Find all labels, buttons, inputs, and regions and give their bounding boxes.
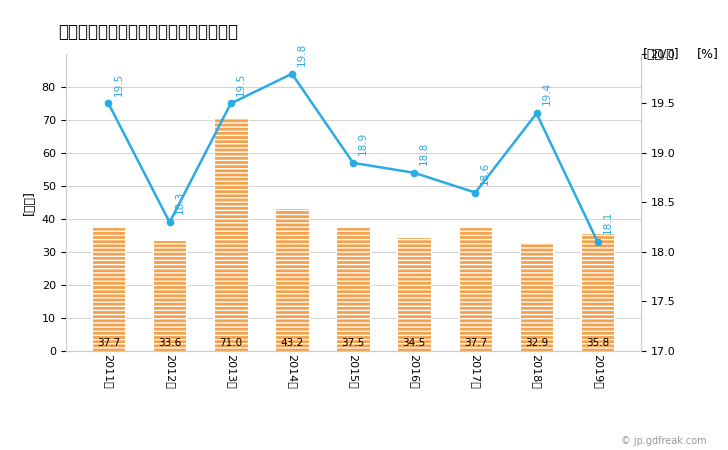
Text: 19.4: 19.4 xyxy=(542,82,551,105)
Text: 18.6: 18.6 xyxy=(480,162,490,184)
Text: 34.5: 34.5 xyxy=(403,338,426,348)
Text: 43.2: 43.2 xyxy=(280,338,304,348)
Text: 住宅用建築物の工事費予定額合計の推移: 住宅用建築物の工事費予定額合計の推移 xyxy=(58,22,238,40)
Text: 18.8: 18.8 xyxy=(419,142,429,165)
Bar xyxy=(459,227,492,351)
Text: 19.5: 19.5 xyxy=(114,72,123,95)
Bar xyxy=(275,208,309,351)
Text: [%]: [%] xyxy=(697,48,719,60)
Bar xyxy=(153,240,186,351)
Text: 35.8: 35.8 xyxy=(586,338,609,348)
Text: 19.8: 19.8 xyxy=(297,43,306,66)
Text: 19.5: 19.5 xyxy=(236,72,245,95)
Bar xyxy=(397,237,431,351)
Text: © jp.gdfreak.com: © jp.gdfreak.com xyxy=(620,436,706,446)
Y-axis label: [億円]: [億円] xyxy=(23,190,36,215)
Text: 37.5: 37.5 xyxy=(341,338,365,348)
Text: 37.7: 37.7 xyxy=(464,338,487,348)
Text: 32.9: 32.9 xyxy=(525,338,548,348)
Text: 71.0: 71.0 xyxy=(219,338,242,348)
Bar xyxy=(92,227,125,351)
Bar xyxy=(581,233,614,351)
Bar xyxy=(336,227,370,351)
Text: 18.1: 18.1 xyxy=(603,211,612,234)
Bar xyxy=(520,243,553,351)
Text: 33.6: 33.6 xyxy=(158,338,181,348)
Text: 18.3: 18.3 xyxy=(175,191,184,214)
Text: [万円/㎡]: [万円/㎡] xyxy=(643,48,679,60)
Text: 37.7: 37.7 xyxy=(97,338,120,348)
Bar xyxy=(214,117,248,351)
Text: 18.9: 18.9 xyxy=(358,132,368,155)
